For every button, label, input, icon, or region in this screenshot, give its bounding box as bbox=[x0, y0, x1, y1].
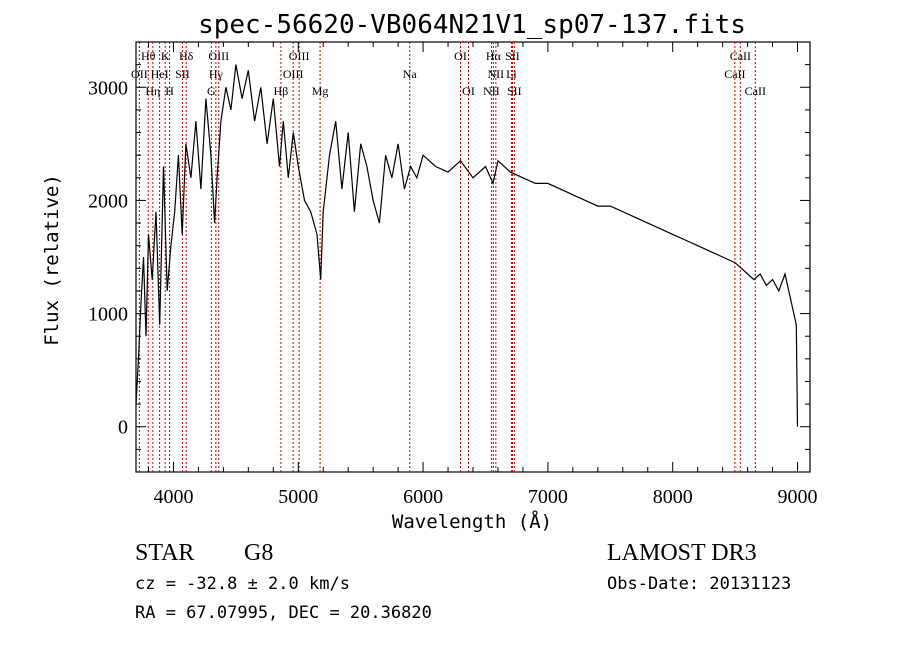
y-axis-label: Flux (relative) bbox=[41, 174, 63, 346]
spectral-line-label: HeI bbox=[151, 67, 169, 81]
object-class: STAR bbox=[135, 540, 195, 566]
plot-frame bbox=[135, 41, 811, 473]
obs-date-text: Obs-Date: 20131123 bbox=[607, 574, 792, 594]
spectral-line-label: CaII bbox=[724, 67, 745, 81]
spectral-line-label: Mg bbox=[312, 84, 329, 98]
spectral-line-label: H bbox=[165, 84, 174, 98]
spectrum-line bbox=[135, 64, 799, 427]
spectral-line-label: NII bbox=[488, 67, 505, 81]
x-tick-label: 9000 bbox=[778, 486, 818, 508]
spectral-line-label: SII bbox=[175, 67, 190, 81]
y-axis-ticks: 0 1000 2000 3000 bbox=[88, 41, 810, 450]
spectral-line-label: SII bbox=[505, 49, 520, 63]
chart-title: spec-56620-VB064N21V1_sp07-137.fits bbox=[198, 10, 746, 40]
spectral-line-labels: Hθ OII Hη K HeI H Hδ SII OIII Hγ G Hβ OIII OIII Mg Na OI… bbox=[131, 49, 766, 98]
spectral-line-label: OI bbox=[454, 49, 467, 63]
spectral-line-label: Hδ bbox=[179, 49, 194, 63]
spectral-line-label: Hθ bbox=[141, 49, 156, 63]
spectral-line-label: G bbox=[207, 84, 216, 98]
x-tick-label: 6000 bbox=[403, 486, 443, 508]
spectrum-plot: spec-56620-VB064N21V1_sp07-137.fits Hθ OI… bbox=[41, 10, 818, 533]
x-tick-label: 7000 bbox=[528, 486, 568, 508]
ra-dec-text: RA = 67.07995, DEC = 20.36820 bbox=[135, 603, 432, 623]
spectral-line-label: Li bbox=[506, 67, 517, 81]
survey-label: LAMOST DR3 bbox=[607, 540, 757, 566]
spectral-line-label: Hγ bbox=[209, 67, 224, 81]
spectral-line-label: OII bbox=[131, 67, 148, 81]
spectral-line-label: Hη bbox=[145, 84, 160, 98]
spectral-line-label: CaII bbox=[745, 84, 766, 98]
spectral-line-label: Na bbox=[403, 67, 418, 81]
y-tick-label: 1000 bbox=[88, 304, 128, 326]
spectral-line-label: Hα bbox=[486, 49, 502, 63]
spectral-line-label: SII bbox=[507, 84, 522, 98]
spectral-line-label: CaII bbox=[730, 49, 751, 63]
y-tick-label: 3000 bbox=[88, 77, 128, 99]
x-tick-label: 4000 bbox=[153, 486, 193, 508]
spectral-line-label: NII bbox=[483, 84, 500, 98]
y-tick-label: 0 bbox=[118, 417, 128, 439]
spectral-line-label: OIII bbox=[283, 67, 304, 81]
spectral-line-label: OIII bbox=[289, 49, 310, 63]
x-axis-ticks: 4000 5000 6000 7000 8000 9000 bbox=[147, 42, 818, 508]
x-tick-label: 8000 bbox=[653, 486, 693, 508]
spectral-line-label: OI bbox=[462, 84, 475, 98]
spectral-line-label: OIII bbox=[208, 49, 229, 63]
y-tick-label: 2000 bbox=[88, 190, 128, 212]
spectral-line-label: Hβ bbox=[274, 84, 289, 98]
spectral-line-label: K bbox=[161, 49, 170, 63]
redshift-text: cz = -32.8 ± 2.0 km/s bbox=[135, 574, 350, 594]
x-tick-label: 5000 bbox=[278, 486, 318, 508]
object-subclass: G8 bbox=[244, 540, 274, 566]
x-axis-label: Wavelength (Å) bbox=[392, 510, 552, 533]
